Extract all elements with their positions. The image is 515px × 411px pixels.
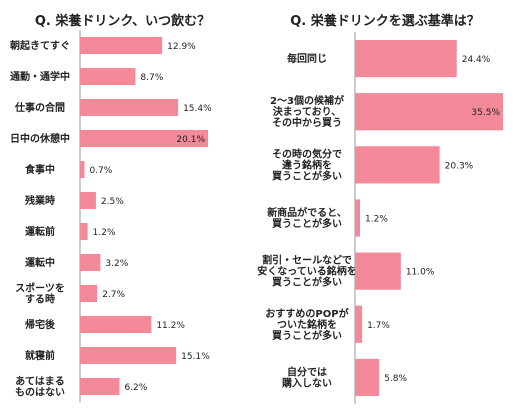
value-label: 2.5% [101, 197, 124, 207]
value-label: 0.7% [89, 166, 112, 176]
value-label: 35.5% [471, 108, 500, 118]
category-label: その時の気分で違う銘柄を買うことが多い [272, 147, 342, 182]
value-label: 2.7% [102, 290, 125, 300]
category-label: 自分では購入しない [281, 365, 332, 389]
bar [80, 160, 85, 179]
category-label: おすすめのPOPがついた銘柄を買うことが多い [265, 307, 349, 342]
category-label: 朝起きてすぐ [10, 39, 70, 52]
timing-bar-chart: 朝起きてすぐ 12.9% 通勤・通学中 8.7% 仕事の合間 15.4% 日中の休憩中 20.… [10, 30, 212, 402]
category-label: 運転前 [25, 225, 55, 238]
value-label: 20.3% [445, 161, 474, 171]
value-label: 15.4% [183, 104, 212, 114]
bar [80, 129, 208, 148]
category-label: 通勤・通学中 [10, 70, 70, 83]
chart-panel-criteria: Q. 栄養ドリンクを選ぶ基準は？ 毎回同じ 24.4% 2〜3個の候補が決まっており… [255, 0, 515, 411]
bar [80, 315, 152, 334]
bar [355, 39, 457, 78]
bar [80, 222, 88, 241]
bar [80, 98, 179, 117]
bar [80, 67, 136, 86]
bar [355, 305, 363, 343]
category-label: 新商品がでると、買うことが多い [267, 206, 347, 230]
bar [355, 146, 440, 184]
bar [80, 284, 98, 303]
bar [80, 346, 177, 365]
value-label: 1.2% [93, 228, 116, 238]
value-label: 20.1% [176, 135, 205, 145]
bar [80, 36, 163, 55]
value-label: 15.1% [181, 352, 210, 362]
category-label: 残業時 [25, 194, 55, 207]
bar [355, 93, 503, 131]
category-label: 2〜3個の候補が決まっており、その中から買う [270, 94, 345, 129]
category-label: 割引・セールなどで安くなっている銘柄を買うことが多い [257, 254, 357, 289]
value-label: 12.9% [167, 42, 196, 52]
chart-title-criteria: Q. 栄養ドリンクを選ぶ基準は？ [290, 14, 480, 29]
bar [355, 358, 380, 397]
value-label: 8.7% [140, 73, 163, 83]
category-label: あてはまるものはない [15, 375, 65, 399]
value-label: 11.2% [156, 321, 185, 331]
category-label: 仕事の合間 [14, 101, 65, 114]
category-label: 帰宅後 [25, 318, 56, 331]
category-label: スポーツをする時 [15, 282, 65, 306]
chart-title-timing: Q. 栄養ドリンク、いつ飲む？ [34, 14, 211, 29]
category-label: 就寝前 [25, 349, 55, 362]
bar [355, 252, 401, 290]
bar [80, 191, 96, 210]
value-label: 24.4% [462, 55, 491, 65]
bar [80, 377, 120, 396]
bar [355, 199, 361, 237]
criteria-bar-chart: 毎回同じ 24.4% 2〜3個の候補が決まっており、その中から買う 35.5% その時の… [257, 32, 503, 404]
category-label: 運転中 [25, 256, 55, 269]
value-label: 3.2% [105, 259, 128, 269]
category-label: 毎回同じ [287, 52, 327, 65]
value-label: 1.7% [367, 321, 390, 331]
category-label: 日中の休憩中 [10, 132, 70, 145]
chart-panel-timing: Q. 栄養ドリンク、いつ飲む？ 朝起きてすぐ 12.9% 通勤・通学中 8.7% 仕事の… [0, 0, 245, 411]
value-label: 6.2% [124, 383, 147, 393]
category-label: 食事中 [24, 163, 55, 176]
value-label: 11.0% [406, 268, 435, 278]
value-label: 5.8% [384, 374, 407, 384]
value-label: 1.2% [365, 215, 388, 225]
bar [80, 253, 101, 272]
